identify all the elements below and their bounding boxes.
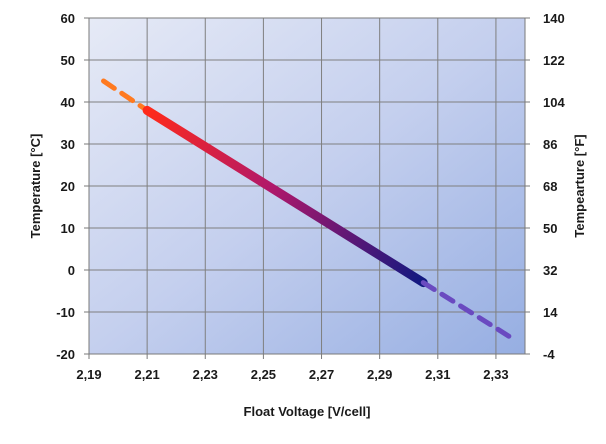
x-tick-label: 2,33 bbox=[483, 367, 508, 382]
y-tick-label: 50 bbox=[61, 53, 75, 68]
y-tick-label: 20 bbox=[61, 179, 75, 194]
series-layer bbox=[101, 78, 513, 340]
series-solid-line bbox=[142, 105, 428, 288]
x-tick-labels: 2,19 2,21 2,23 2,25 2,27 2,29 2,31 2,33 bbox=[76, 354, 509, 382]
y2-tick-labels: -4 14 32 50 68 86 104 122 140 bbox=[525, 11, 565, 362]
x-tick-label: 2,27 bbox=[309, 367, 334, 382]
x-axis-title: Float Voltage [V/cell] bbox=[244, 404, 371, 419]
y-tick-labels: -20 -10 0 10 20 30 40 50 60 bbox=[56, 11, 89, 362]
y2-tick-label: 14 bbox=[543, 305, 558, 320]
y2-tick-label: 50 bbox=[543, 221, 557, 236]
y2-axis-title: Tempearture [°F] bbox=[572, 134, 587, 237]
y2-tick-label: 104 bbox=[543, 95, 565, 110]
y-tick-label: 10 bbox=[61, 221, 75, 236]
y2-tick-label: 122 bbox=[543, 53, 565, 68]
series-dashed-line bbox=[420, 280, 513, 340]
y-tick-label: 40 bbox=[61, 95, 75, 110]
y2-tick-label: 86 bbox=[543, 137, 557, 152]
y-axis-title: Temperature [°C] bbox=[28, 134, 43, 239]
y-tick-label: 0 bbox=[68, 263, 75, 278]
x-tick-label: 2,31 bbox=[425, 367, 450, 382]
x-tick-label: 2,29 bbox=[367, 367, 392, 382]
y-tick-label: -10 bbox=[56, 305, 75, 320]
x-tick-label: 2,21 bbox=[134, 367, 159, 382]
series-dashed-line bbox=[101, 78, 150, 113]
y-tick-label: -20 bbox=[56, 347, 75, 362]
x-tick-label: 2,19 bbox=[76, 367, 101, 382]
y-tick-label: 60 bbox=[61, 11, 75, 26]
y2-tick-label: 32 bbox=[543, 263, 557, 278]
y-tick-label: 30 bbox=[61, 137, 75, 152]
x-tick-label: 2,23 bbox=[193, 367, 218, 382]
y2-tick-label: -4 bbox=[543, 347, 555, 362]
y2-tick-label: 68 bbox=[543, 179, 557, 194]
x-tick-label: 2,25 bbox=[251, 367, 276, 382]
y2-tick-label: 140 bbox=[543, 11, 565, 26]
